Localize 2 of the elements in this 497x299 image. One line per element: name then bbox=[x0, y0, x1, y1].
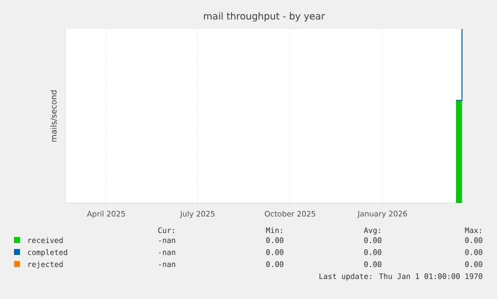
chart-title: mail throughput - by year bbox=[204, 12, 325, 22]
y-axis-title: mails/second bbox=[50, 90, 58, 142]
